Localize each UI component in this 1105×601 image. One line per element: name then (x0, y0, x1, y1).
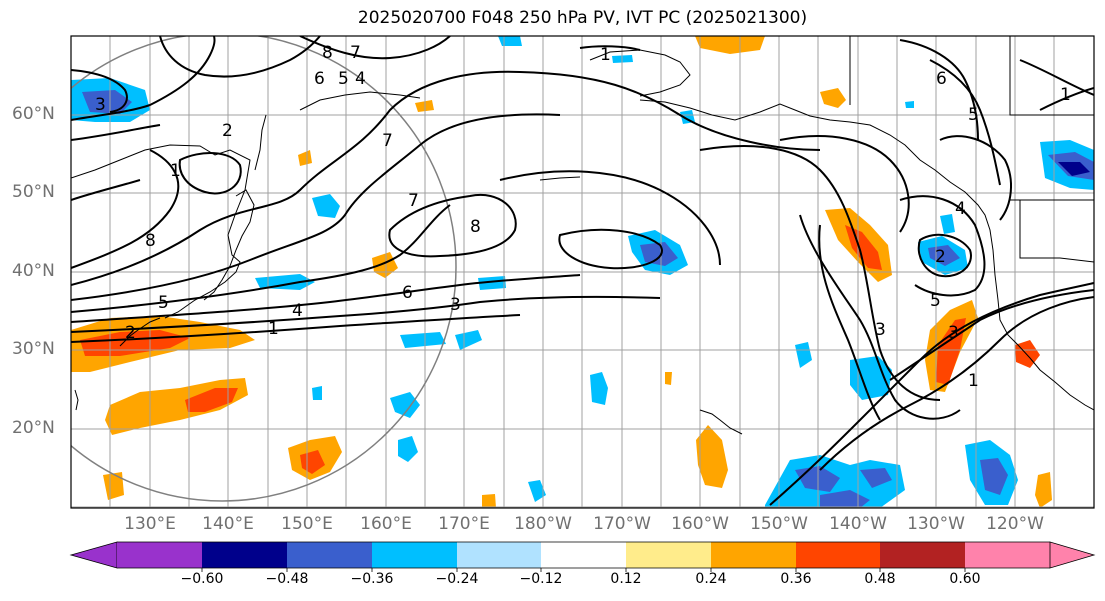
contour-label: 4 (292, 301, 303, 321)
contour-label: 3 (875, 320, 886, 340)
lon-label: 150°E (281, 514, 333, 534)
contour-label: 8 (470, 217, 481, 237)
colorbar-swatch (965, 542, 1050, 568)
contour-label: 1 (1060, 85, 1071, 105)
lon-label: 150°W (750, 514, 808, 534)
contour-label: 7 (408, 191, 419, 211)
lat-label: 50°N (12, 182, 55, 202)
contour-labels: 8 7 6 5 4 1 3 2 1 7 8 6 5 4 3 2 1 1 5 8 … (95, 43, 1071, 391)
colorbar-tick-label: −0.36 (350, 571, 394, 587)
colorbar-swatch (880, 542, 965, 568)
colorbar-tick-label: −0.60 (180, 571, 224, 587)
colorbar-tick-label: 0.12 (610, 571, 642, 587)
colorbar-tick-label: 0.24 (695, 571, 727, 587)
contour-label: 5 (158, 293, 169, 313)
contour-label: 1 (170, 161, 181, 181)
contour-label: 4 (955, 199, 966, 219)
colorbar-swatch (626, 542, 711, 568)
lat-label: 20°N (12, 418, 55, 438)
reference-circle (71, 36, 457, 502)
colorbar-swatch (287, 542, 372, 568)
contour-label: 5 (930, 291, 941, 311)
contour-label: 8 (322, 43, 333, 63)
colorbar-swatch (457, 542, 541, 568)
lat-label: 30°N (12, 339, 55, 359)
lon-label: 180°W (514, 514, 572, 534)
colorbar-swatch (541, 542, 626, 568)
lon-label: 140°E (202, 514, 254, 534)
contour-label: 7 (382, 131, 393, 151)
lon-label: 170°E (438, 514, 490, 534)
contour-label: 2 (125, 323, 136, 343)
lon-label: 170°W (593, 514, 651, 534)
colorbar-tick-label: 0.48 (864, 571, 896, 587)
lon-label: 120°W (986, 514, 1044, 534)
colorbar-tick-label: −0.48 (265, 571, 309, 587)
map-frame (70, 35, 1095, 509)
lon-label: 130°E (124, 514, 176, 534)
contour-label: 3 (450, 295, 461, 315)
colorbar-swatch (796, 542, 880, 568)
colorbar-tick-label: −0.24 (435, 571, 479, 587)
lon-label: 160°E (360, 514, 412, 534)
colorbar-swatch (372, 542, 457, 568)
lat-label: 60°N (12, 104, 55, 124)
contour-label: 8 (145, 231, 156, 251)
pv-contours (71, 36, 1094, 506)
contour-label: 7 (350, 43, 361, 63)
contour-label: 6 (402, 283, 413, 303)
contour-label: 2 (222, 121, 233, 141)
contour-label: 5 (338, 69, 349, 89)
contour-label: 6 (314, 69, 325, 89)
colorbar (69, 541, 1096, 572)
lon-label: 130°W (907, 514, 965, 534)
contour-label: 5 (968, 105, 979, 125)
contour-label: 4 (355, 69, 366, 89)
contour-label: 6 (936, 69, 947, 89)
contour-label: 1 (968, 371, 979, 391)
contour-label: 3 (95, 95, 106, 115)
contour-label: 2 (935, 247, 946, 267)
colorbar-tick-label: −0.12 (519, 571, 563, 587)
lon-label: 140°W (829, 514, 887, 534)
lon-label: 160°W (671, 514, 729, 534)
contour-label: 1 (268, 319, 279, 339)
colorbar-swatch (711, 542, 796, 568)
colorbar-tick-label: 0.60 (949, 571, 981, 587)
contour-label: 1 (600, 45, 611, 65)
colorbar-swatch (202, 542, 287, 568)
coastlines (71, 36, 1094, 435)
colorbar-swatch (117, 542, 202, 568)
colorbar-tick-label: 0.36 (780, 571, 812, 587)
lat-label: 40°N (12, 261, 55, 281)
map-title: 2025020700 F048 250 hPa PV, IVT PC (2025… (357, 8, 808, 28)
contour-label: 3 (948, 323, 959, 343)
